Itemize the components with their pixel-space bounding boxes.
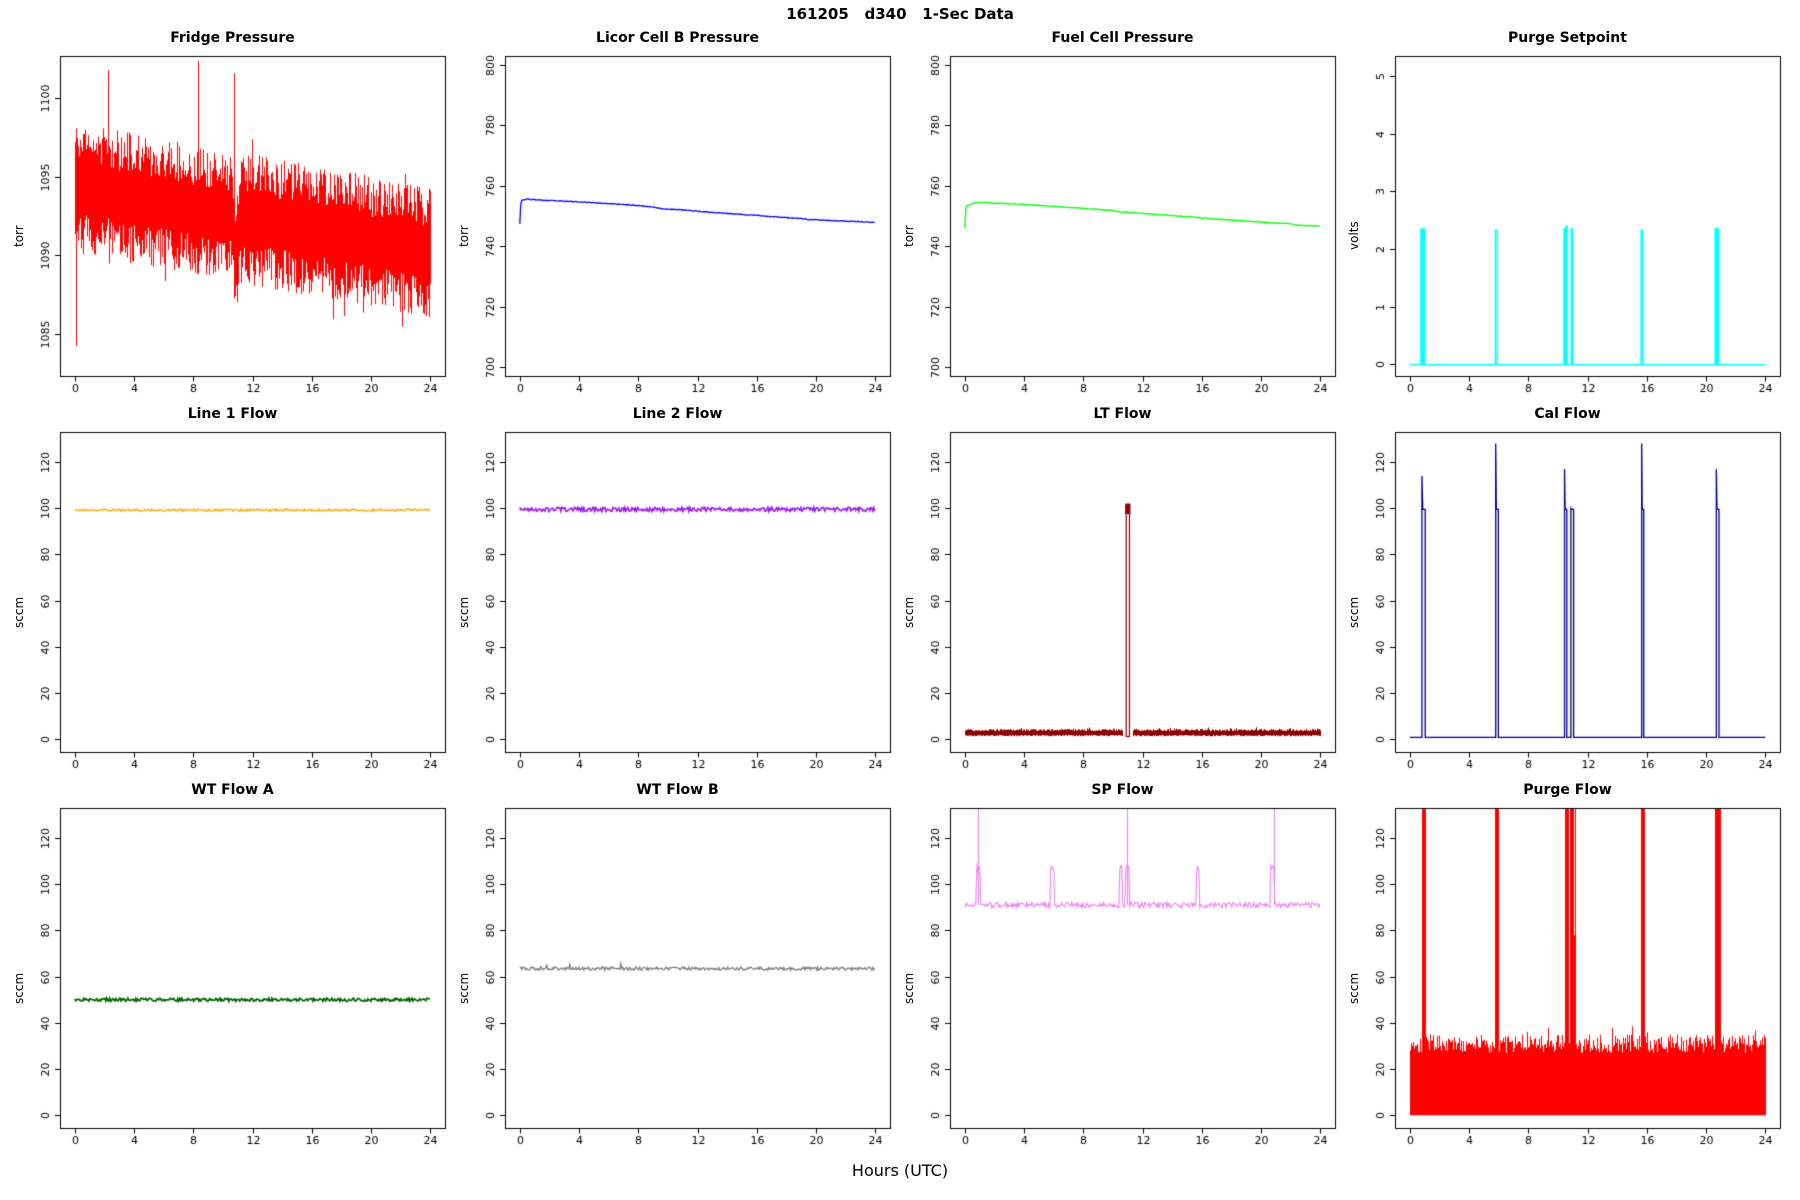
- y-axis-label: sccm: [902, 596, 916, 628]
- y-axis-label: sccm: [457, 596, 471, 628]
- y-axis-label: sccm: [1347, 972, 1361, 1004]
- chart-title: Line 2 Flow: [632, 406, 723, 422]
- y-axis-label: sccm: [12, 972, 26, 1004]
- plot-row: sccm: [1345, 424, 1790, 780]
- plot-row: sccm: [455, 424, 900, 780]
- chart-canvas-wt-flow-a: [28, 800, 455, 1154]
- panel-licor-cell-b-pressure: Licor Cell B Pressure torr: [455, 28, 900, 404]
- chart-title: SP Flow: [1091, 782, 1154, 798]
- chart-canvas-purge-flow: [1363, 800, 1790, 1154]
- plot-row: sccm: [10, 424, 455, 780]
- plot-row: sccm: [1345, 800, 1790, 1156]
- chart-canvas-cal-flow: [1363, 424, 1790, 778]
- y-axis-label: torr: [457, 225, 471, 247]
- chart-title: Fuel Cell Pressure: [1051, 30, 1194, 46]
- plot-row: volts: [1345, 48, 1790, 404]
- panel-line-2-flow: Line 2 Flow sccm: [455, 404, 900, 780]
- plot-row: torr: [10, 48, 455, 404]
- chart-canvas-line-1-flow: [28, 424, 455, 778]
- plot-row: sccm: [455, 800, 900, 1156]
- y-axis-label: volts: [1347, 221, 1361, 251]
- plot-row: sccm: [10, 800, 455, 1156]
- chart-title: Purge Flow: [1523, 782, 1612, 798]
- page-title: 161205 d340 1-Sec Data: [786, 5, 1014, 23]
- x-axis-label: Hours (UTC): [851, 1161, 949, 1180]
- y-axis-label: torr: [12, 225, 26, 247]
- y-axis-label: torr: [902, 225, 916, 247]
- chart-canvas-licor-cell-b-pressure: [473, 48, 900, 402]
- panel-lt-flow: LT Flow sccm: [900, 404, 1345, 780]
- chart-title: Purge Setpoint: [1508, 30, 1627, 46]
- chart-canvas-sp-flow: [918, 800, 1345, 1154]
- panel-purge-flow: Purge Flow sccm: [1345, 780, 1790, 1156]
- panel-wt-flow-b: WT Flow B sccm: [455, 780, 900, 1156]
- chart-canvas-fuel-cell-pressure: [918, 48, 1345, 402]
- chart-title: Cal Flow: [1534, 406, 1601, 422]
- y-axis-label: sccm: [12, 596, 26, 628]
- y-axis-label: sccm: [902, 972, 916, 1004]
- panel-fuel-cell-pressure: Fuel Cell Pressure torr: [900, 28, 1345, 404]
- panel-purge-setpoint: Purge Setpoint volts: [1345, 28, 1790, 404]
- panel-sp-flow: SP Flow sccm: [900, 780, 1345, 1156]
- chart-title: Licor Cell B Pressure: [596, 30, 759, 46]
- chart-canvas-purge-setpoint: [1363, 48, 1790, 402]
- chart-title: WT Flow A: [191, 782, 274, 798]
- chart-title: LT Flow: [1093, 406, 1152, 422]
- chart-canvas-line-2-flow: [473, 424, 900, 778]
- y-axis-label: sccm: [457, 972, 471, 1004]
- chart-title: WT Flow B: [636, 782, 719, 798]
- plot-row: torr: [900, 48, 1345, 404]
- chart-grid: Fridge Pressure torr Licor Cell B Pressu…: [0, 28, 1800, 1156]
- plot-row: sccm: [900, 800, 1345, 1156]
- chart-canvas-wt-flow-b: [473, 800, 900, 1154]
- plot-row: sccm: [900, 424, 1345, 780]
- panel-fridge-pressure: Fridge Pressure torr: [10, 28, 455, 404]
- panel-line-1-flow: Line 1 Flow sccm: [10, 404, 455, 780]
- chart-title: Fridge Pressure: [170, 30, 295, 46]
- y-axis-label: sccm: [1347, 596, 1361, 628]
- chart-canvas-lt-flow: [918, 424, 1345, 778]
- panel-cal-flow: Cal Flow sccm: [1345, 404, 1790, 780]
- panel-wt-flow-a: WT Flow A sccm: [10, 780, 455, 1156]
- chart-title: Line 1 Flow: [187, 406, 278, 422]
- plot-row: torr: [455, 48, 900, 404]
- chart-canvas-fridge-pressure: [28, 48, 455, 402]
